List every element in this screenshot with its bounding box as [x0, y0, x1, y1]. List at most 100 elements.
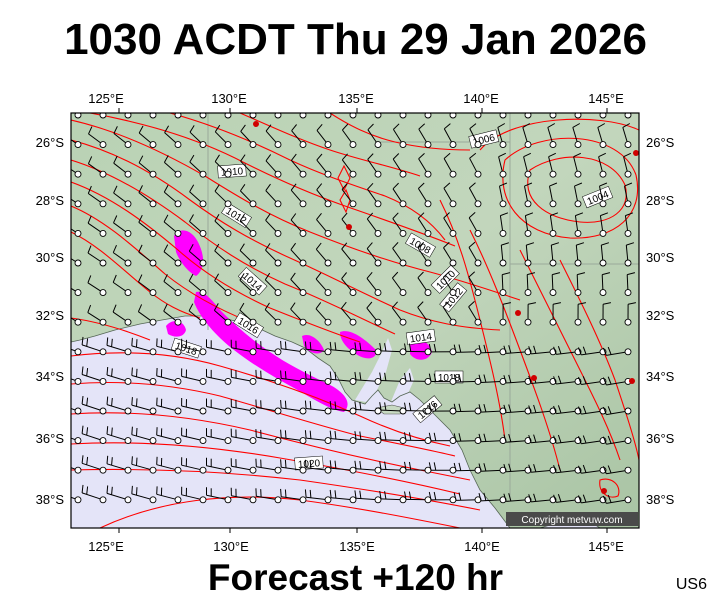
wind-barb-icon — [497, 123, 507, 149]
wind-barb-icon — [206, 428, 232, 445]
map-title: 1030 ACDT Thu 29 Jan 2026 — [64, 15, 647, 64]
wind-barb-icon — [624, 182, 633, 208]
station-circle-icon — [424, 113, 432, 119]
wind-barb-icon — [499, 113, 507, 119]
station-circle-icon — [424, 141, 432, 149]
wind-barb-icon — [503, 345, 532, 356]
wind-barb-icon — [453, 373, 482, 385]
wind-barb-icon — [417, 301, 432, 326]
station-circle-icon — [224, 289, 232, 297]
wind-barb-icon — [553, 434, 582, 445]
station-circle-icon — [174, 200, 182, 208]
station-circle-icon — [124, 496, 132, 504]
wind-barb-icon — [163, 214, 182, 237]
wind-barb-icon — [572, 123, 582, 149]
wind-barb-icon — [88, 126, 107, 149]
wind-barb-icon — [366, 301, 382, 326]
wind-barb-icon — [367, 182, 382, 208]
station-circle-icon — [74, 259, 82, 267]
wind-barb-icon — [304, 341, 332, 356]
wind-barb-icon — [443, 241, 457, 267]
station-circle-icon — [449, 318, 457, 326]
station-circle-icon — [549, 200, 557, 208]
station-circle-icon — [224, 377, 232, 385]
wind-barb-icon — [547, 123, 557, 149]
station-circle-icon — [74, 200, 82, 208]
wind-barb-icon — [71, 377, 82, 385]
wind-barb-icon — [548, 152, 557, 178]
wind-barb-icon — [131, 485, 157, 504]
wind-barb-icon — [623, 152, 632, 178]
wind-barb-icon — [239, 213, 257, 237]
rain-area-icon — [166, 321, 186, 337]
wind-barb-icon — [366, 271, 382, 297]
station-circle-icon — [299, 437, 307, 445]
station-circle-icon — [599, 259, 607, 267]
station-circle-icon — [174, 437, 182, 445]
station-circle-icon — [574, 318, 582, 326]
wind-barb-icon — [239, 184, 257, 208]
station-circle-icon — [299, 318, 307, 326]
wind-barb-icon — [106, 485, 132, 504]
station-circle-icon — [599, 141, 607, 149]
wind-barb-icon — [391, 301, 407, 326]
wind-barb-icon — [367, 123, 382, 149]
station-circle-icon — [74, 407, 82, 415]
station-circle-icon — [124, 348, 132, 356]
station-circle-icon — [99, 377, 107, 385]
wind-barb-icon — [474, 113, 482, 119]
station-circle-icon — [499, 259, 507, 267]
station-circle-icon — [224, 170, 232, 178]
station-circle-icon — [549, 113, 557, 119]
wind-barb-icon — [206, 339, 232, 356]
station-circle-icon — [574, 289, 582, 297]
wind-barb-icon — [181, 486, 207, 504]
station-circle-icon — [549, 318, 557, 326]
station-circle-icon — [474, 113, 482, 119]
wind-barb-icon — [106, 426, 132, 445]
wind-barb-icon — [341, 183, 357, 208]
wind-barb-icon — [71, 317, 82, 326]
station-circle-icon — [249, 377, 257, 385]
station-circle-icon — [74, 229, 82, 237]
station-circle-icon — [174, 318, 182, 326]
station-circle-icon — [99, 348, 107, 356]
station-circle-icon — [624, 113, 632, 119]
wind-barb-icon — [181, 457, 207, 474]
station-circle-icon — [149, 466, 157, 474]
lat-label: 30°S — [36, 250, 65, 265]
station-circle-icon — [74, 113, 82, 119]
station-circle-icon — [124, 229, 132, 237]
station-circle-icon — [399, 348, 407, 356]
station-circle-icon — [449, 170, 457, 178]
station-circle-icon — [124, 377, 132, 385]
wind-barb-icon — [404, 343, 432, 356]
wind-barb-icon — [255, 488, 282, 504]
wind-barb-icon — [230, 339, 257, 356]
wind-barb-icon — [329, 401, 357, 415]
station-circle-icon — [324, 229, 332, 237]
station-circle-icon — [324, 377, 332, 385]
station-circle-icon — [599, 113, 607, 119]
wind-barb-icon — [524, 182, 533, 208]
wind-barb-icon — [428, 491, 457, 504]
station-circle-icon — [174, 289, 182, 297]
wind-barb-icon — [81, 396, 107, 415]
station-circle-icon — [149, 496, 157, 504]
station-circle-icon — [99, 259, 107, 267]
wind-barb-icon — [341, 242, 357, 267]
wind-barb-icon — [280, 370, 307, 385]
wind-barb-icon — [304, 430, 332, 445]
wind-barb-icon — [417, 241, 432, 267]
station-circle-icon — [624, 318, 632, 326]
wind-barb-icon — [468, 212, 482, 237]
lon-label: 125°E — [88, 91, 124, 106]
isobar-line — [599, 478, 620, 498]
lat-label: 32°S — [36, 308, 65, 323]
station-circle-icon — [399, 466, 407, 474]
isobar-line — [71, 181, 361, 343]
wind-barb-icon — [255, 429, 282, 445]
wind-barb-icon — [428, 373, 457, 385]
wind-barb-icon — [418, 123, 432, 149]
station-circle-icon — [149, 200, 157, 208]
